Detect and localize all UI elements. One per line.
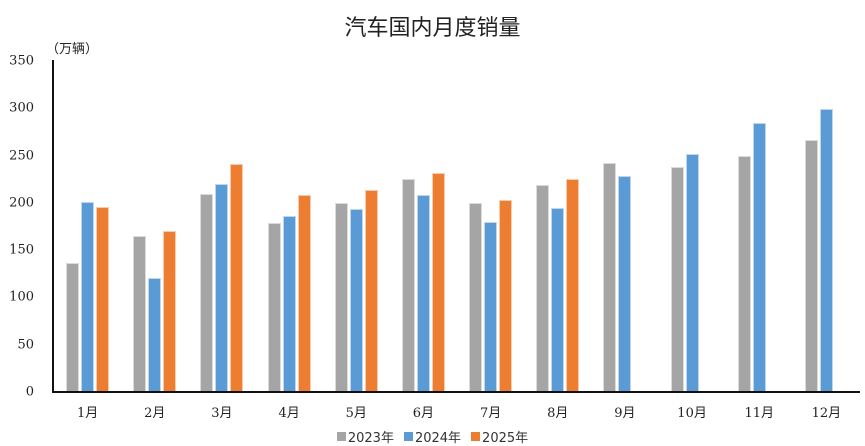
y-tick-label: 50: [17, 337, 34, 353]
bar-2024-1: [81, 201, 95, 392]
x-tick-label: 5月: [345, 406, 367, 421]
x-tick-label: 12月: [811, 406, 842, 421]
bar-2024-2: [148, 277, 162, 392]
x-axis-line: [52, 391, 860, 393]
bar-2023-5: [334, 202, 348, 392]
bar-2025-8: [566, 179, 580, 392]
bar-2025-3: [230, 164, 244, 392]
y-axis-line: [52, 60, 54, 393]
bar-2025-2: [163, 231, 177, 392]
legend-label: 2025年: [482, 431, 529, 446]
legend-item-2024: 2024年: [403, 427, 462, 446]
bar-2023-6: [401, 179, 415, 392]
y-tick-label: 150: [9, 242, 34, 258]
y-tick-label: 200: [9, 195, 34, 211]
y-tick-label: 100: [9, 289, 34, 305]
bar-2024-7: [484, 221, 498, 392]
bar-2024-3: [215, 183, 229, 392]
x-tick-label: 4月: [278, 406, 300, 421]
legend-label: 2023年: [347, 431, 394, 446]
legend-item-2025: 2025年: [471, 427, 528, 446]
x-tick-label: 9月: [614, 406, 636, 421]
bar-2025-1: [96, 206, 110, 392]
bar-2023-3: [200, 194, 214, 392]
bar-2023-12: [804, 139, 818, 392]
bar-2023-8: [536, 184, 550, 392]
x-tick-label: 2月: [144, 406, 166, 421]
bar-2025-7: [499, 200, 513, 392]
x-tick-label: 3月: [211, 406, 233, 421]
bar-2024-6: [416, 195, 430, 392]
bar-2023-2: [133, 235, 147, 392]
legend-item-2023: 2023年: [336, 427, 394, 446]
y-tick-label: 350: [9, 53, 34, 69]
bar-2023-7: [469, 202, 483, 392]
plot-area: [52, 61, 858, 392]
bar-2024-5: [349, 208, 363, 392]
x-tick-label: 8月: [547, 406, 569, 421]
bar-2023-4: [267, 222, 281, 392]
x-tick-label: 6月: [412, 406, 435, 421]
legend-swatch-icon: [336, 432, 346, 441]
bar-2024-8: [551, 207, 565, 392]
y-tick-label: 300: [9, 100, 34, 116]
bar-2025-4: [297, 195, 311, 392]
legend: 2023年 2024年 2025年: [0, 427, 865, 446]
bar-2023-10: [670, 166, 684, 392]
x-tick-label: 1月: [76, 406, 99, 421]
legend-label: 2024年: [414, 431, 462, 446]
chart-title: 汽车国内月度销量: [344, 16, 521, 41]
bar-2023-11: [737, 155, 751, 392]
x-tick-label: 7月: [479, 406, 502, 421]
x-tick-label: 11月: [744, 406, 775, 421]
legend-swatch-icon: [403, 432, 413, 441]
bar-2023-1: [66, 263, 80, 392]
x-tick-label: 10月: [677, 406, 707, 421]
y-tick-label: 250: [9, 148, 34, 164]
legend-swatch-icon: [471, 432, 481, 441]
bar-2024-10: [685, 153, 699, 392]
y-tick-label: 0: [25, 384, 34, 400]
bar-2024-12: [819, 109, 833, 392]
bar-2025-5: [364, 189, 378, 392]
bar-2024-11: [752, 123, 766, 392]
y-axis-unit-label: （万辆）: [46, 42, 99, 57]
bar-2025-6: [431, 172, 445, 392]
bar-2024-9: [618, 176, 632, 392]
bar-2024-4: [282, 216, 296, 392]
bar-2023-9: [603, 163, 617, 392]
